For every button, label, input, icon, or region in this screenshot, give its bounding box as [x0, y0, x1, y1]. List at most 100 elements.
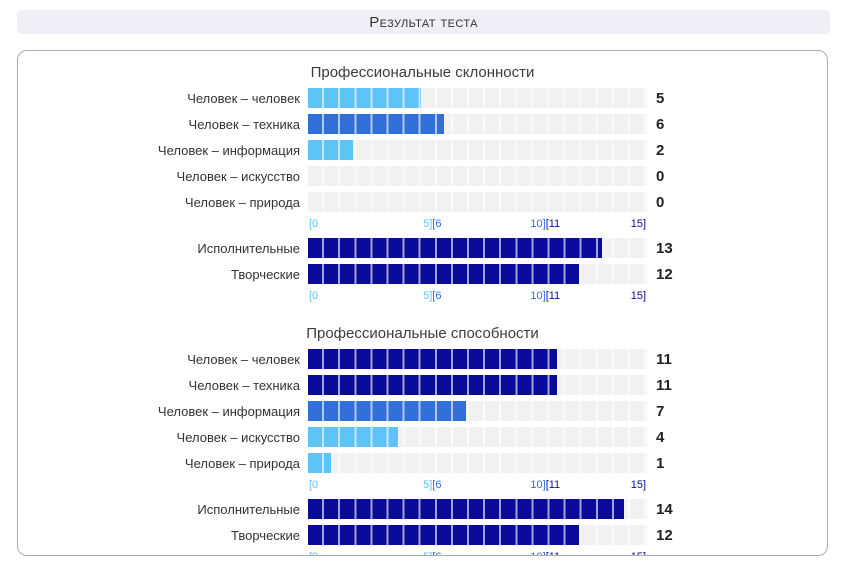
category-label: Человек – искусство [176, 168, 300, 184]
axis-tick-part: 10] [530, 218, 546, 230]
bar-track [308, 114, 647, 134]
axis-tick-part: [0 [309, 290, 319, 302]
chart-section: Профессиональные способности Человек – че… [152, 325, 693, 555]
value-label: 6 [656, 115, 665, 133]
chart-title: Профессиональные способности [306, 325, 539, 342]
axis-tick-part: [0 [309, 551, 318, 555]
category-label: Человек – техника [188, 116, 300, 132]
bar-row: Человек – человек 5 [152, 88, 693, 108]
axis-tick-label: [0 [309, 479, 318, 491]
axis-tick-part: [11 [545, 218, 561, 230]
chart-section: Профессиональные склонности Человек – чел… [152, 64, 693, 302]
scale-axis: [0 5][6 10][11 15] [308, 290, 647, 302]
axis-tick-label: 5][6 [423, 218, 441, 230]
axis-tick-part: 5] [423, 218, 433, 230]
axis-tick-part: [11 [545, 290, 561, 302]
axis-tick-part: [6 [432, 551, 441, 555]
value-label: 5 [656, 89, 665, 107]
value-label: 0 [656, 167, 665, 185]
bar-track [308, 349, 647, 369]
value-label: 12 [656, 526, 673, 544]
category-label: Человек – природа [184, 194, 300, 210]
bar-row: Человек – техника 6 [152, 114, 693, 134]
page-title: Результат теста [369, 13, 478, 31]
bar-track [308, 166, 647, 186]
bar-row: Человек – информация 7 [152, 401, 693, 421]
bar-fill [308, 264, 580, 284]
value-label: 14 [656, 500, 673, 518]
value-label: 0 [656, 193, 665, 211]
bar-row: Человек – искусство 0 [152, 166, 693, 186]
bar-fill [308, 427, 399, 447]
bar-row: Творческие 12 [152, 525, 693, 545]
category-label: Человек – искусство [176, 429, 300, 445]
bar-fill [308, 453, 331, 473]
bar-track [308, 499, 647, 519]
bar-row: Человек – природа 1 [152, 453, 693, 473]
category-label: Творческие [231, 527, 300, 543]
axis-tick-part: 5] [423, 290, 433, 302]
bar-row: Исполнительные 13 [152, 238, 693, 258]
charts-container: Профессиональные склонности Человек – чел… [18, 64, 827, 555]
scale-axis: [0 5][6 10][11 15] [308, 551, 647, 555]
axis-tick-label: 10][11 [530, 479, 560, 491]
value-label: 11 [656, 350, 672, 368]
bar-row: Творческие 12 [152, 264, 693, 284]
value-label: 2 [656, 141, 665, 159]
category-label: Человек – информация [157, 142, 300, 158]
category-label: Человек – информация [157, 403, 300, 419]
axis-tick-part: 5] [423, 479, 433, 491]
bar-row: Исполнительные 14 [152, 499, 693, 519]
bar-fill [308, 238, 602, 258]
bar-fill [308, 401, 467, 421]
bar-track [308, 401, 647, 421]
axis-tick-part: [6 [432, 479, 442, 491]
bar-row: Человек – человек 11 [152, 349, 693, 369]
value-label: 7 [656, 402, 665, 420]
axis-tick-label: 5][6 [423, 290, 441, 302]
bar-row: Человек – техника 11 [152, 375, 693, 395]
axis-tick-part: 10] [530, 290, 546, 302]
bar-fill [308, 88, 421, 108]
axis-tick-part: 10] [530, 551, 545, 555]
category-label: Человек – человек [187, 351, 300, 367]
axis-tick-part: [6 [432, 290, 442, 302]
axis-tick-part: [6 [432, 218, 442, 230]
category-label: Исполнительные [197, 240, 300, 256]
bar-fill [308, 140, 354, 160]
axis-tick-label: 10][11 [530, 551, 560, 555]
bar-row: Человек – информация 2 [152, 140, 693, 160]
axis-tick-label: 10][11 [530, 218, 560, 230]
bar-track [308, 192, 647, 212]
bar-fill [308, 499, 625, 519]
axis-tick-label: 5][6 [423, 551, 441, 555]
bar-fill [308, 375, 557, 395]
axis-tick-label: 15] [631, 551, 646, 555]
axis-tick-part: [11 [545, 479, 561, 491]
category-label: Исполнительные [197, 501, 300, 517]
results-panel: Профессиональные склонности Человек – чел… [17, 50, 828, 556]
value-label: 13 [656, 239, 673, 257]
bar-fill [308, 349, 557, 369]
bar-row: Человек – искусство 4 [152, 427, 693, 447]
axis-tick-label: 10][11 [530, 290, 560, 302]
bar-track [308, 238, 647, 258]
bar-fill [308, 525, 580, 545]
axis-tick-part: [0 [309, 479, 319, 491]
page-header: Результат теста [17, 10, 830, 34]
value-label: 12 [656, 265, 673, 283]
axis-tick-part: [11 [546, 551, 560, 555]
bar-track [308, 88, 647, 108]
bar-fill [308, 114, 444, 134]
value-label: 4 [656, 428, 665, 446]
value-label: 1 [656, 454, 665, 472]
category-label: Человек – техника [188, 377, 300, 393]
bar-track [308, 453, 647, 473]
bar-track [308, 375, 647, 395]
axis-tick-label: 15] [631, 290, 646, 302]
axis-tick-label: [0 [309, 290, 318, 302]
scale-axis: [0 5][6 10][11 15] [308, 479, 647, 491]
scale-axis: [0 5][6 10][11 15] [308, 218, 647, 230]
category-label: Человек – человек [187, 90, 300, 106]
axis-tick-part: 5] [423, 551, 432, 555]
